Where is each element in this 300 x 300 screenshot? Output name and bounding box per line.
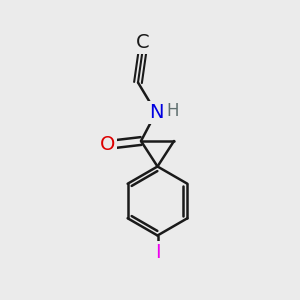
- Text: N: N: [149, 103, 163, 122]
- Text: C: C: [136, 33, 149, 52]
- Text: I: I: [155, 242, 160, 262]
- Text: H: H: [166, 102, 179, 120]
- Text: O: O: [100, 134, 116, 154]
